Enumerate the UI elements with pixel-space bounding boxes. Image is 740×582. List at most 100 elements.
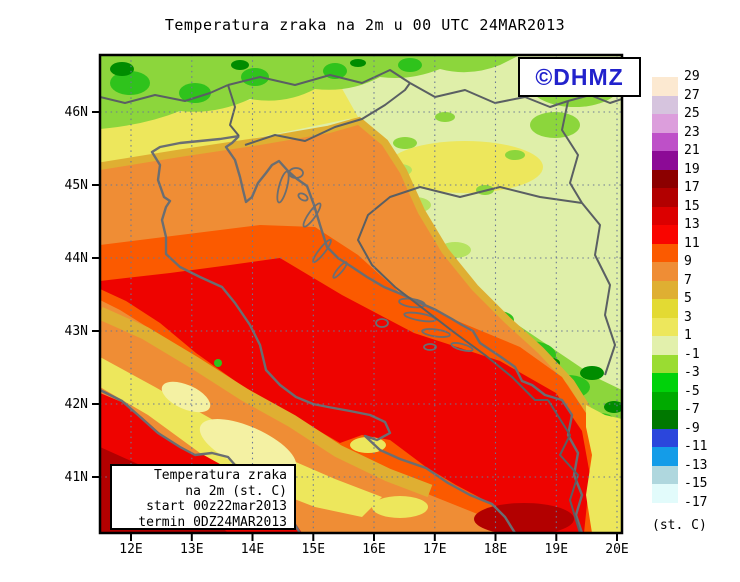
legend-swatch bbox=[652, 317, 678, 336]
legend-label: -7 bbox=[684, 402, 700, 417]
legend-swatch bbox=[652, 484, 678, 503]
legend-swatch bbox=[652, 391, 678, 410]
legend-entry: -3 bbox=[652, 365, 732, 392]
info-line-variable: Temperatura zraka bbox=[153, 468, 287, 483]
legend-label: 5 bbox=[684, 291, 692, 306]
info-line-termin: termin 0DZ24MAR2013 bbox=[138, 514, 287, 530]
legend-swatch bbox=[652, 114, 678, 133]
legend-entry: 9 bbox=[652, 254, 732, 281]
y-tick-label: 44N bbox=[65, 251, 88, 266]
legend-swatch bbox=[652, 410, 678, 429]
y-tick-label: 41N bbox=[65, 470, 88, 485]
legend-label: 21 bbox=[684, 143, 700, 158]
legend-entry: 29 bbox=[652, 69, 732, 96]
legend-entry: 1 bbox=[652, 328, 732, 355]
legend-swatch bbox=[652, 188, 678, 207]
grid bbox=[100, 55, 622, 533]
legend-label: 13 bbox=[684, 217, 700, 232]
legend-swatch bbox=[652, 373, 678, 392]
legend-swatch bbox=[652, 243, 678, 262]
legend-swatch bbox=[652, 169, 678, 188]
legend-label: -13 bbox=[684, 457, 708, 473]
legend-label: 15 bbox=[684, 198, 700, 214]
legend-entry: 3 bbox=[652, 310, 732, 336]
y-tick-label: 46N bbox=[65, 105, 88, 120]
legend-entry: 17 bbox=[652, 180, 732, 207]
legend-entry: 21 bbox=[652, 143, 732, 170]
legend-entry: 27 bbox=[652, 88, 732, 114]
legend-label: 17 bbox=[684, 180, 700, 195]
legend-entry: 5 bbox=[652, 291, 732, 318]
legend-entry: -11 bbox=[652, 439, 732, 466]
legend-entry: -15 bbox=[652, 476, 732, 503]
legend-swatch bbox=[652, 354, 678, 373]
legend-swatch bbox=[652, 280, 678, 299]
legend-label: -9 bbox=[684, 420, 700, 436]
legend-swatch bbox=[652, 151, 678, 170]
legend-label: 25 bbox=[684, 106, 700, 121]
legend-label: 1 bbox=[684, 328, 692, 343]
legend-swatch bbox=[652, 132, 678, 151]
dhmz-logo: ©DHMZ bbox=[518, 57, 641, 97]
legend-label: -15 bbox=[684, 476, 708, 491]
legend-swatch bbox=[652, 225, 678, 244]
legend-swatch bbox=[652, 465, 678, 484]
legend-entry: -13 bbox=[652, 458, 732, 484]
legend-entry: 11 bbox=[652, 236, 732, 262]
x-tick-label: 14E bbox=[241, 542, 264, 557]
x-tick-label: 15E bbox=[302, 542, 325, 557]
legend-label: -1 bbox=[684, 346, 700, 362]
country-borders bbox=[100, 69, 622, 533]
legend-label: 9 bbox=[684, 254, 692, 269]
legend-entry: 15 bbox=[652, 199, 732, 225]
x-tick-label: 19E bbox=[545, 542, 568, 557]
temperature-field bbox=[100, 55, 622, 533]
x-tick-label: 13E bbox=[180, 542, 203, 557]
legend-label: 27 bbox=[684, 87, 700, 103]
legend-entry: 7 bbox=[652, 273, 732, 299]
y-tick-label: 45N bbox=[65, 178, 88, 193]
legend-label: -17 bbox=[684, 494, 708, 510]
info-line-level: na 2m (st. C) bbox=[185, 483, 287, 499]
y-tick-label: 43N bbox=[65, 324, 88, 339]
info-line-start: start 00z22mar2013 bbox=[146, 499, 287, 514]
islands bbox=[276, 167, 474, 352]
legend-label: 29 bbox=[684, 69, 700, 84]
legend-entry: 13 bbox=[652, 217, 732, 244]
legend-entry: -9 bbox=[652, 421, 732, 447]
legend-swatch bbox=[652, 502, 678, 521]
legend-entry: -1 bbox=[652, 347, 732, 373]
legend-entry: -17 bbox=[652, 495, 732, 521]
legend-swatch bbox=[652, 447, 678, 466]
x-tick-label: 18E bbox=[484, 542, 507, 557]
legend-swatch bbox=[652, 428, 678, 447]
legend-label: -11 bbox=[684, 439, 708, 454]
x-tick-label: 16E bbox=[362, 542, 385, 557]
legend-swatch bbox=[652, 336, 678, 355]
legend-label: 23 bbox=[684, 124, 700, 140]
legend-unit-label: (st. C) bbox=[652, 518, 707, 533]
legend-entry: 23 bbox=[652, 125, 732, 151]
legend-entry: 25 bbox=[652, 106, 732, 133]
y-tick-label: 42N bbox=[65, 397, 88, 412]
color-legend: 29 27 25 23 21 19 17 15 13 11 9 7 5 3 1 … bbox=[652, 69, 732, 521]
legend-swatch bbox=[652, 299, 678, 318]
legend-swatch bbox=[652, 206, 678, 225]
x-tick-label: 12E bbox=[119, 542, 142, 557]
x-tick-label: 17E bbox=[423, 542, 446, 557]
legend-label: 19 bbox=[684, 161, 700, 177]
axis-labels: 12E 13E 14E 15E 16E 17E 18E 19E 20E 46N … bbox=[65, 105, 629, 557]
legend-swatch bbox=[652, 262, 678, 281]
legend-entry: -7 bbox=[652, 402, 732, 429]
page-title: Temperatura zraka na 2m u 00 UTC 24MAR20… bbox=[164, 16, 566, 34]
legend-swatch bbox=[652, 95, 678, 114]
legend-label: 7 bbox=[684, 272, 692, 288]
legend-label: 11 bbox=[684, 235, 700, 251]
legend-entry: -5 bbox=[652, 384, 732, 410]
legend-label: -5 bbox=[684, 383, 700, 399]
x-tick-label: 20E bbox=[605, 542, 628, 557]
legend-entry: 19 bbox=[652, 162, 732, 188]
map-frame bbox=[98, 53, 624, 535]
legend-swatch bbox=[652, 77, 678, 96]
